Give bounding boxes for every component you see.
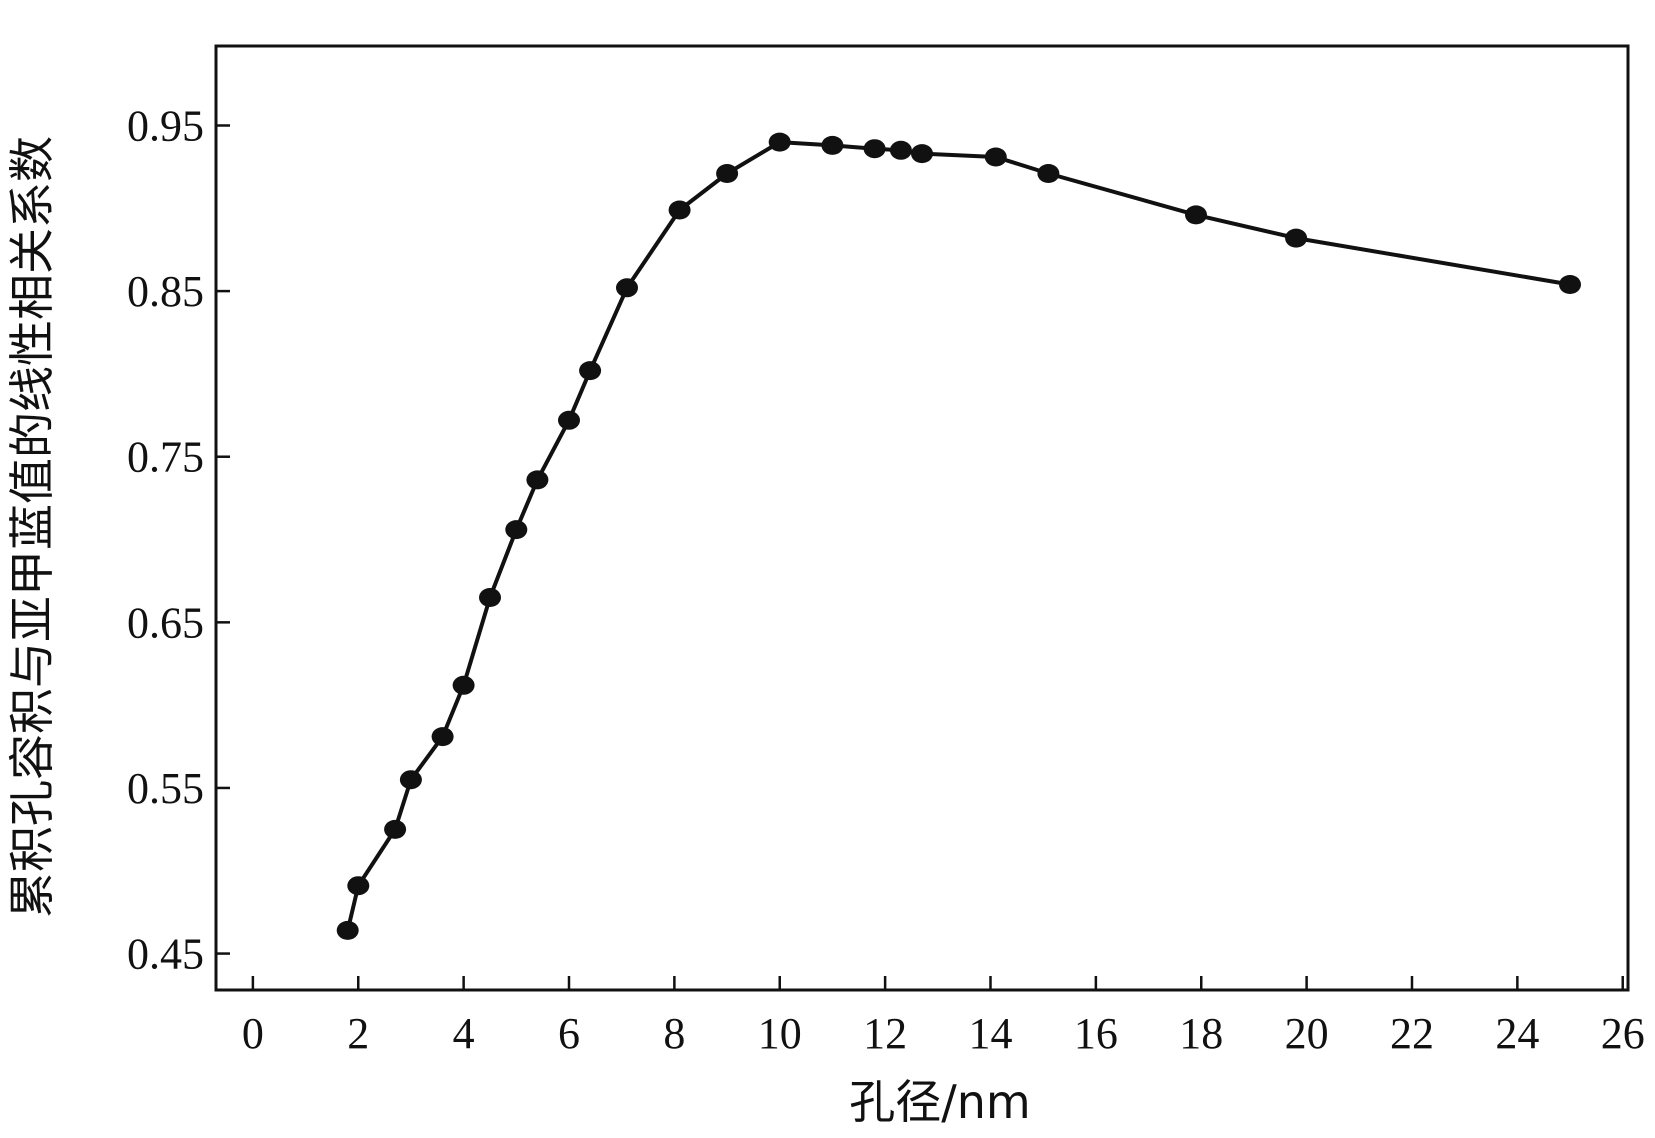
y-tick-label: 0.85: [127, 267, 204, 316]
x-tick-label: 18: [1179, 1009, 1223, 1058]
data-point: [452, 675, 475, 695]
data-point: [479, 588, 501, 607]
series-line: [345, 140, 1571, 931]
x-tick-label: 24: [1495, 1009, 1539, 1058]
data-point: [558, 410, 580, 430]
data-point: [616, 278, 638, 298]
x-tick-label: 16: [1074, 1009, 1118, 1058]
data-point: [336, 920, 359, 940]
x-tick-label: 8: [663, 1009, 685, 1058]
x-tick-label: 2: [347, 1009, 369, 1058]
data-point: [1559, 275, 1581, 294]
data-point: [821, 135, 844, 155]
x-axis-label: 孔径/nm: [849, 1075, 1030, 1129]
data-point: [716, 164, 739, 183]
x-tick-label: 26: [1601, 1009, 1645, 1058]
data-points: [336, 132, 1581, 940]
data-point: [384, 819, 407, 839]
data-point: [431, 727, 454, 747]
x-tick-label: 20: [1285, 1009, 1329, 1058]
x-tick-label: 4: [453, 1009, 475, 1058]
data-point: [347, 876, 370, 896]
x-axis: 0 2 4 6 8 10 12 14 16 18 20 22 24 26: [242, 976, 1645, 1058]
data-point: [579, 361, 602, 381]
y-axis-label: 累积孔容积与亚甲蓝值的线性相关系数: [5, 136, 59, 918]
x-tick-label: 14: [968, 1009, 1012, 1058]
data-point: [505, 520, 528, 540]
x-tick-label: 10: [758, 1009, 802, 1058]
y-tick-label: 0.75: [127, 433, 204, 482]
data-point: [911, 144, 933, 164]
y-tick-label: 0.95: [127, 101, 204, 150]
x-tick-label: 22: [1390, 1009, 1434, 1058]
x-tick-label: 6: [558, 1009, 580, 1058]
data-point: [526, 470, 549, 490]
y-tick-label: 0.65: [127, 598, 204, 647]
data-point: [889, 140, 912, 160]
data-point: [1037, 164, 1060, 183]
y-tick-label: 0.55: [127, 764, 204, 813]
data-point: [863, 139, 886, 159]
y-axis: 0.45 0.55 0.65 0.75 0.85 0.95: [127, 101, 230, 979]
data-point: [399, 770, 422, 790]
x-tick-label: 12: [863, 1009, 907, 1058]
y-tick-label: 0.45: [127, 930, 204, 979]
data-point: [1185, 205, 1207, 225]
data-point: [668, 200, 691, 220]
x-tick-label: 0: [242, 1009, 264, 1058]
data-point: [768, 132, 791, 152]
data-point: [1285, 228, 1308, 248]
data-point: [984, 147, 1007, 167]
plot-frame: [214, 44, 1630, 992]
